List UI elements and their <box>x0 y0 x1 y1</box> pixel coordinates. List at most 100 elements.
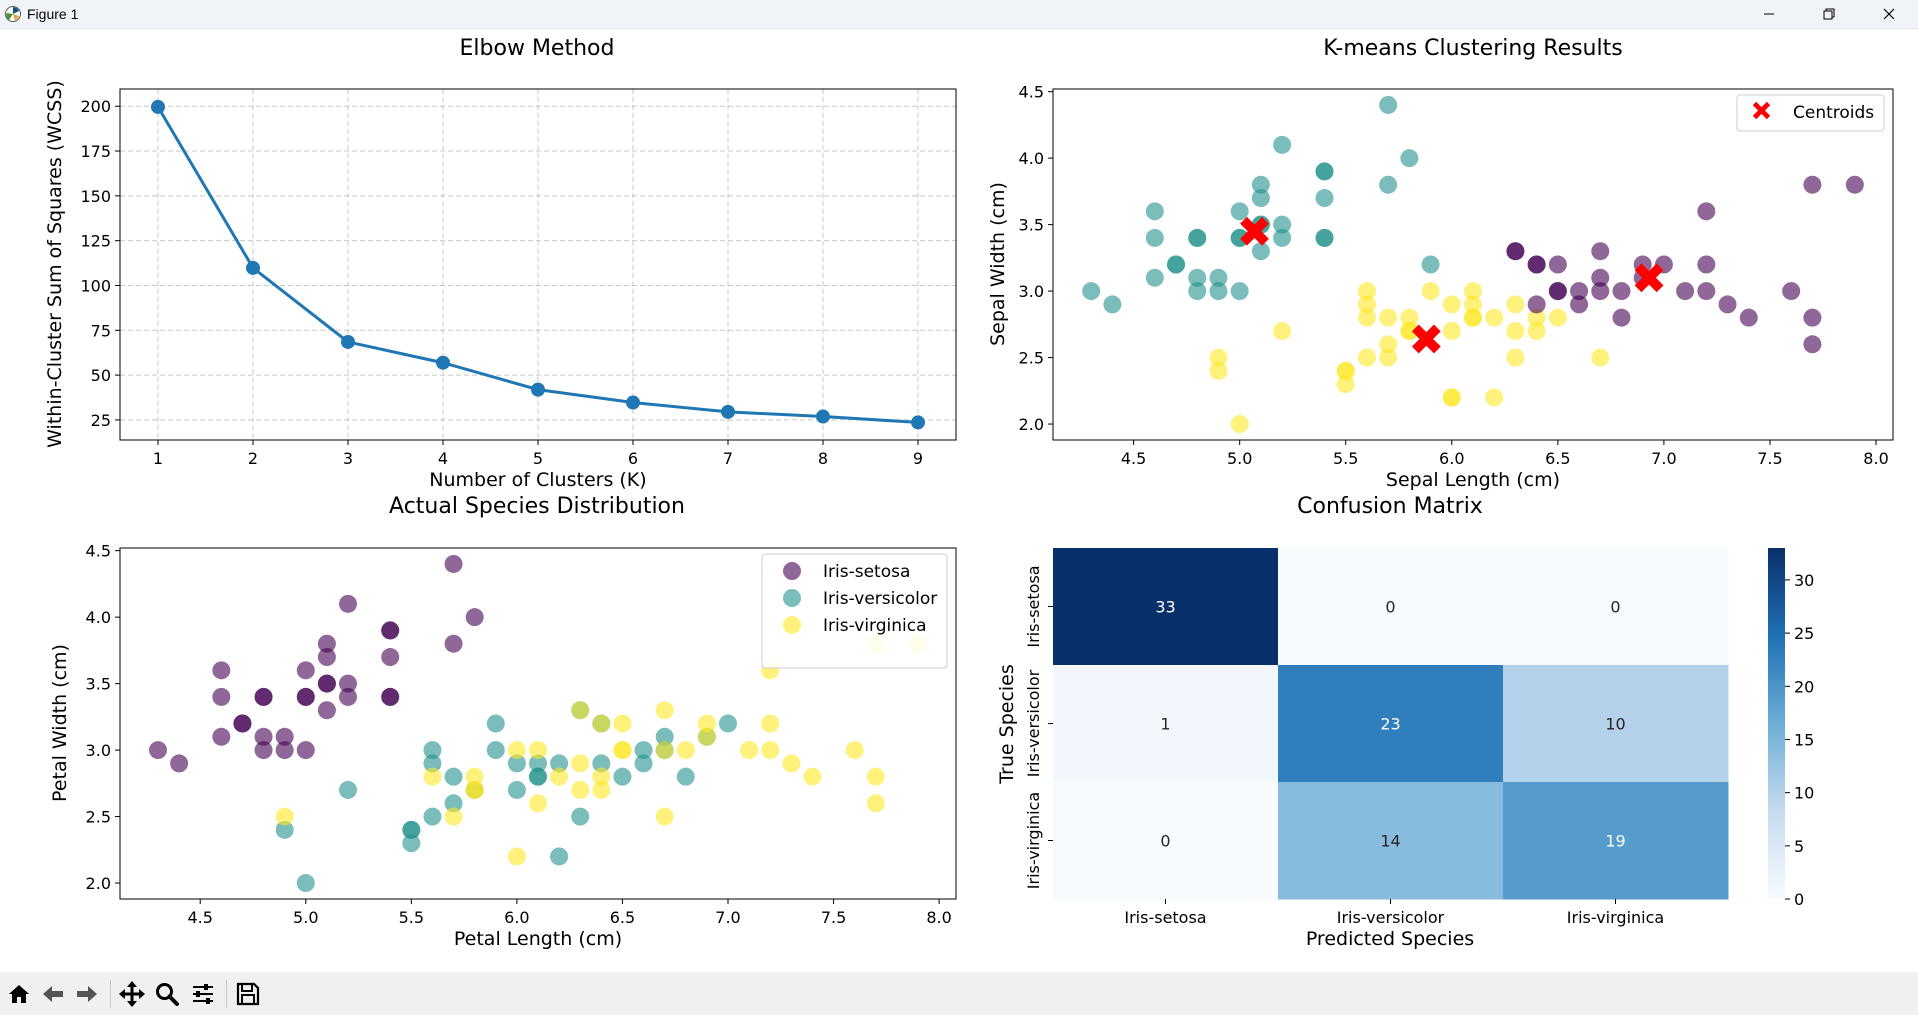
x-tick-label: 4.5 <box>1121 449 1146 468</box>
configure-icon <box>193 984 213 1004</box>
y-tick-label: 4.5 <box>86 542 111 561</box>
cluster-point <box>1464 308 1482 327</box>
species-point <box>402 820 421 839</box>
wcss-point <box>911 415 925 430</box>
species-point <box>592 714 611 733</box>
y-tick-label: 25 <box>91 411 111 430</box>
minimize-button[interactable] <box>1746 0 1792 28</box>
matrix-cell <box>1503 548 1729 666</box>
species-x-axis-label: Petal Length (cm) <box>454 928 622 950</box>
x-tick-label: 7 <box>723 449 733 468</box>
species-point <box>571 807 590 826</box>
elbow-y-axis-label: Within-Cluster Sum of Squares (WCSS) <box>44 80 66 448</box>
cluster-point <box>1188 228 1207 247</box>
colorbar-tick-label: 10 <box>1794 784 1814 803</box>
confusion-x-axis-label: Predicted Species <box>1306 928 1474 950</box>
colorbar-tick-label: 25 <box>1794 624 1814 643</box>
cluster-point <box>1167 255 1186 274</box>
cluster-point <box>1379 308 1398 327</box>
cluster-point <box>1273 135 1292 154</box>
species-y-axis-label: Petal Width (cm) <box>49 644 71 802</box>
species-point <box>296 687 315 706</box>
species-point <box>845 741 864 760</box>
cluster-point <box>1379 175 1398 194</box>
cluster-point <box>1315 189 1334 208</box>
zoom-button[interactable] <box>151 978 183 1010</box>
legend-marker-versicolor <box>783 589 801 607</box>
species-point <box>212 727 231 746</box>
species-point <box>317 674 336 693</box>
cluster-point <box>1591 268 1610 287</box>
species-point <box>465 767 484 786</box>
matrix-cell-value: 0 <box>1385 598 1395 617</box>
cluster-point <box>1591 348 1610 367</box>
save-button[interactable] <box>232 978 264 1010</box>
elbow-x-ticks: 1 2 3 4 5 6 7 8 9 <box>153 440 923 468</box>
x-tick-label: 4 <box>438 449 448 468</box>
confusion-x-ticks: Iris-setosa Iris-versicolor Iris-virginica <box>1124 899 1664 927</box>
cluster-point <box>1676 282 1695 301</box>
species-point <box>634 754 653 773</box>
close-button[interactable] <box>1866 0 1912 28</box>
species-point <box>444 807 463 826</box>
elbow-marks <box>151 99 925 430</box>
legend-marker-setosa <box>783 562 801 580</box>
y-tick-label: 100 <box>80 276 111 295</box>
matrix-cell <box>1503 782 1729 900</box>
colorbar-tick-label: 20 <box>1794 677 1814 696</box>
species-point <box>655 741 674 760</box>
cluster-point <box>1336 361 1355 380</box>
matrix-cell-value: 14 <box>1380 832 1400 851</box>
x-tick-label: 9 <box>913 449 923 468</box>
configure-subplots-button[interactable] <box>187 978 219 1010</box>
x-tick-label: 5.0 <box>293 908 318 927</box>
species-point <box>254 727 273 746</box>
colorbar-tick-label: 30 <box>1794 571 1814 590</box>
centroid-marker <box>1240 216 1269 246</box>
matrix-cell <box>1053 665 1279 783</box>
confusion-y-axis-label: True Species <box>996 664 1018 785</box>
legend-marker-virginica <box>783 616 801 634</box>
colorbar <box>1768 548 1785 899</box>
cluster-point <box>1591 282 1610 301</box>
forward-button[interactable] <box>71 978 103 1010</box>
back-button[interactable] <box>37 978 69 1010</box>
species-point <box>571 780 590 799</box>
matrix-cell-value: 10 <box>1605 715 1625 734</box>
species-point <box>655 727 674 746</box>
toolbar-separator <box>226 980 227 1008</box>
species-point <box>296 661 315 680</box>
cluster-point <box>1506 348 1525 367</box>
kmeans-legend-marker <box>1752 101 1771 120</box>
species-point <box>296 874 315 893</box>
species-point <box>592 767 611 786</box>
cluster-point <box>1379 95 1398 114</box>
matrix-cell <box>1503 665 1729 783</box>
maximize-button[interactable] <box>1806 0 1852 28</box>
species-point <box>212 661 231 680</box>
y-tick-label: Iris-virginica <box>1024 792 1043 889</box>
matrix-cell-value: 19 <box>1605 832 1625 851</box>
cluster-point <box>1697 202 1716 221</box>
matrix-cell-value: 1 <box>1160 715 1170 734</box>
x-tick-label: Iris-versicolor <box>1337 908 1445 927</box>
species-point <box>170 754 189 773</box>
y-tick-label: 4.5 <box>1019 83 1044 102</box>
x-tick-label: 2 <box>248 449 258 468</box>
forward-arrow-icon <box>77 986 97 1002</box>
species-point <box>550 767 569 786</box>
pan-button[interactable] <box>116 978 148 1010</box>
home-button[interactable] <box>3 978 35 1010</box>
species-point <box>507 754 526 773</box>
species-point <box>676 767 695 786</box>
navigation-toolbar <box>0 972 1918 1015</box>
confusion-cells: 33 0 0 1 23 10 0 14 19 <box>1053 548 1729 900</box>
wcss-point <box>626 395 640 410</box>
cluster-point <box>1591 242 1610 261</box>
cluster-point <box>1357 295 1376 314</box>
cluster-point <box>1082 282 1101 301</box>
cluster-point <box>1548 308 1567 327</box>
wcss-point <box>721 404 735 419</box>
y-tick-label: 3.0 <box>86 741 111 760</box>
